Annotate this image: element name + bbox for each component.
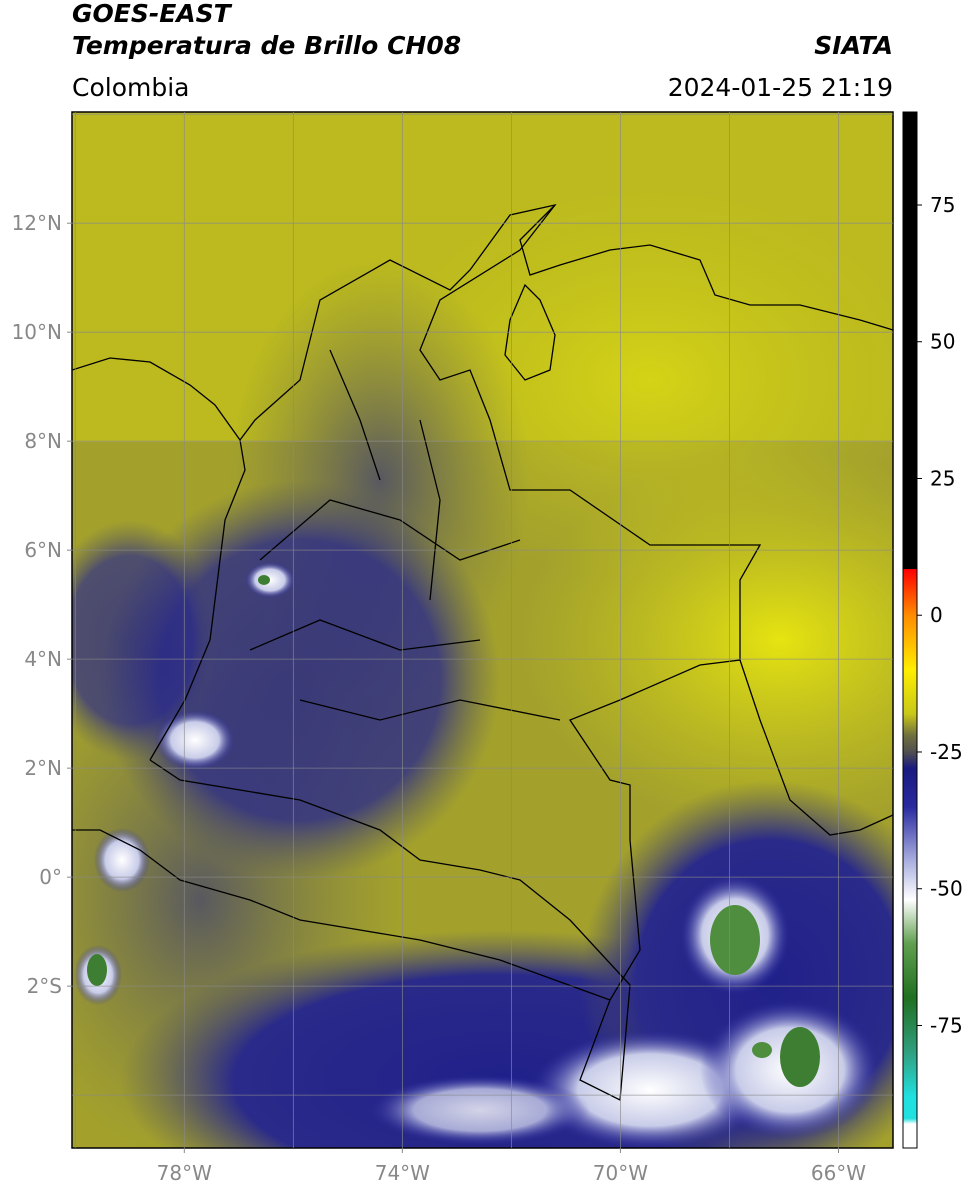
lat-label: 0° [39, 865, 62, 889]
lat-label: 2°N [24, 756, 62, 780]
subtitle: Temperatura de Brillo CH08 [72, 31, 461, 60]
lon-label: 78°W [157, 1161, 212, 1185]
colorbar-label: -50 [930, 877, 963, 901]
lat-label: 4°N [24, 647, 62, 671]
lat-label: 8°N [24, 429, 62, 453]
source: SIATA [814, 31, 893, 60]
title: GOES-EAST [72, 0, 233, 28]
lat-label: 12°N [12, 211, 62, 235]
lat-label: 6°N [24, 538, 62, 562]
lon-label: 66°W [811, 1161, 866, 1185]
region: Colombia [72, 73, 189, 102]
colorbar-label: -25 [930, 740, 963, 764]
colorbar-label: 25 [930, 466, 955, 490]
colorbar [902, 111, 918, 1149]
satellite-image [72, 112, 893, 1148]
lat-label: 2°S [27, 974, 62, 998]
graticule [72, 112, 893, 1148]
lon-label: 74°W [375, 1161, 430, 1185]
colorbar-label: -75 [930, 1013, 963, 1037]
map-frame [71, 111, 894, 1149]
colorbar-label: 75 [930, 193, 955, 217]
colorbar-label: 50 [930, 330, 955, 354]
colorbar-label: 0 [930, 603, 943, 627]
lon-label: 70°W [593, 1161, 648, 1185]
datetime: 2024-01-25 21:19 [668, 73, 893, 102]
lat-label: 10°N [12, 320, 62, 344]
